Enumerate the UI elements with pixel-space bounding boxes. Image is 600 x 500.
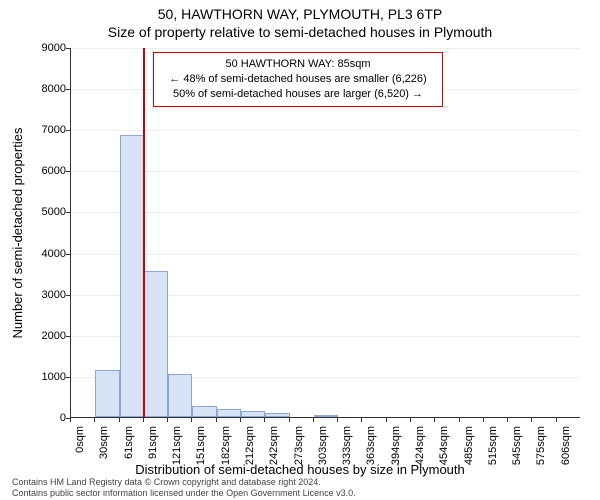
x-tick-mark (167, 418, 168, 422)
y-tick-label: 4000 (26, 248, 66, 260)
histogram-bar (168, 374, 192, 417)
gridline (71, 130, 580, 131)
gridline (71, 171, 580, 172)
y-tick-label: 8000 (26, 83, 66, 95)
y-tick-label: 6000 (26, 165, 66, 177)
y-tick-label: 3000 (26, 289, 66, 301)
annotation-line1: 50 HAWTHORN WAY: 85sqm (162, 57, 434, 72)
x-tick-label: 394sqm (390, 426, 402, 486)
y-tick-label: 1000 (26, 371, 66, 383)
x-tick-mark (313, 418, 314, 422)
x-tick-mark (119, 418, 120, 422)
annotation-line2: ← 48% of semi-detached houses are smalle… (162, 72, 434, 87)
attribution: Contains HM Land Registry data © Crown c… (12, 477, 356, 498)
property-size-histogram: 50, HAWTHORN WAY, PLYMOUTH, PL3 6TP Size… (0, 0, 600, 500)
x-tick-mark (434, 418, 435, 422)
gridline (71, 254, 580, 255)
x-tick-mark (216, 418, 217, 422)
histogram-bar (192, 406, 216, 418)
chart-title: 50, HAWTHORN WAY, PLYMOUTH, PL3 6TP (0, 6, 600, 22)
attribution-line2: Contains public sector information licen… (12, 488, 356, 498)
subject-property-marker (143, 48, 145, 417)
x-axis-label: Distribution of semi-detached houses by … (0, 462, 600, 477)
x-tick-label: 485sqm (463, 426, 475, 486)
x-tick-mark (264, 418, 265, 422)
x-tick-mark (191, 418, 192, 422)
x-tick-mark (143, 418, 144, 422)
chart-subtitle: Size of property relative to semi-detach… (0, 24, 600, 40)
x-tick-label: 575sqm (535, 426, 547, 486)
x-tick-label: 363sqm (365, 426, 377, 486)
y-tick-label: 9000 (26, 42, 66, 54)
plot-area: 50 HAWTHORN WAY: 85sqm ← 48% of semi-det… (70, 48, 580, 418)
x-tick-mark (361, 418, 362, 422)
histogram-bar (265, 413, 289, 417)
x-tick-mark (459, 418, 460, 422)
x-tick-mark (70, 418, 71, 422)
histogram-bar (217, 409, 241, 417)
attribution-line1: Contains HM Land Registry data © Crown c… (12, 477, 356, 487)
histogram-bar (144, 271, 168, 417)
annotation-line3: 50% of semi-detached houses are larger (… (162, 87, 434, 102)
histogram-bar (95, 370, 119, 417)
x-tick-mark (483, 418, 484, 422)
gridline (71, 48, 580, 49)
x-tick-mark (337, 418, 338, 422)
x-tick-label: 454sqm (438, 426, 450, 486)
x-tick-label: 515sqm (487, 426, 499, 486)
x-tick-mark (556, 418, 557, 422)
y-axis-label: Number of semi-detached properties (10, 128, 25, 339)
x-tick-mark (289, 418, 290, 422)
y-tick-label: 5000 (26, 206, 66, 218)
x-tick-mark (386, 418, 387, 422)
x-tick-mark (94, 418, 95, 422)
x-tick-mark (410, 418, 411, 422)
x-tick-label: 606sqm (560, 426, 572, 486)
histogram-bar (241, 411, 265, 417)
y-tick-label: 0 (26, 412, 66, 424)
x-tick-mark (507, 418, 508, 422)
x-tick-mark (240, 418, 241, 422)
gridline (71, 212, 580, 213)
y-tick-label: 7000 (26, 124, 66, 136)
x-tick-mark (531, 418, 532, 422)
annotation-box: 50 HAWTHORN WAY: 85sqm ← 48% of semi-det… (153, 52, 443, 107)
x-tick-label: 424sqm (414, 426, 426, 486)
y-tick-label: 2000 (26, 330, 66, 342)
histogram-bar (314, 415, 338, 417)
x-tick-label: 545sqm (511, 426, 523, 486)
histogram-bar (120, 135, 144, 417)
